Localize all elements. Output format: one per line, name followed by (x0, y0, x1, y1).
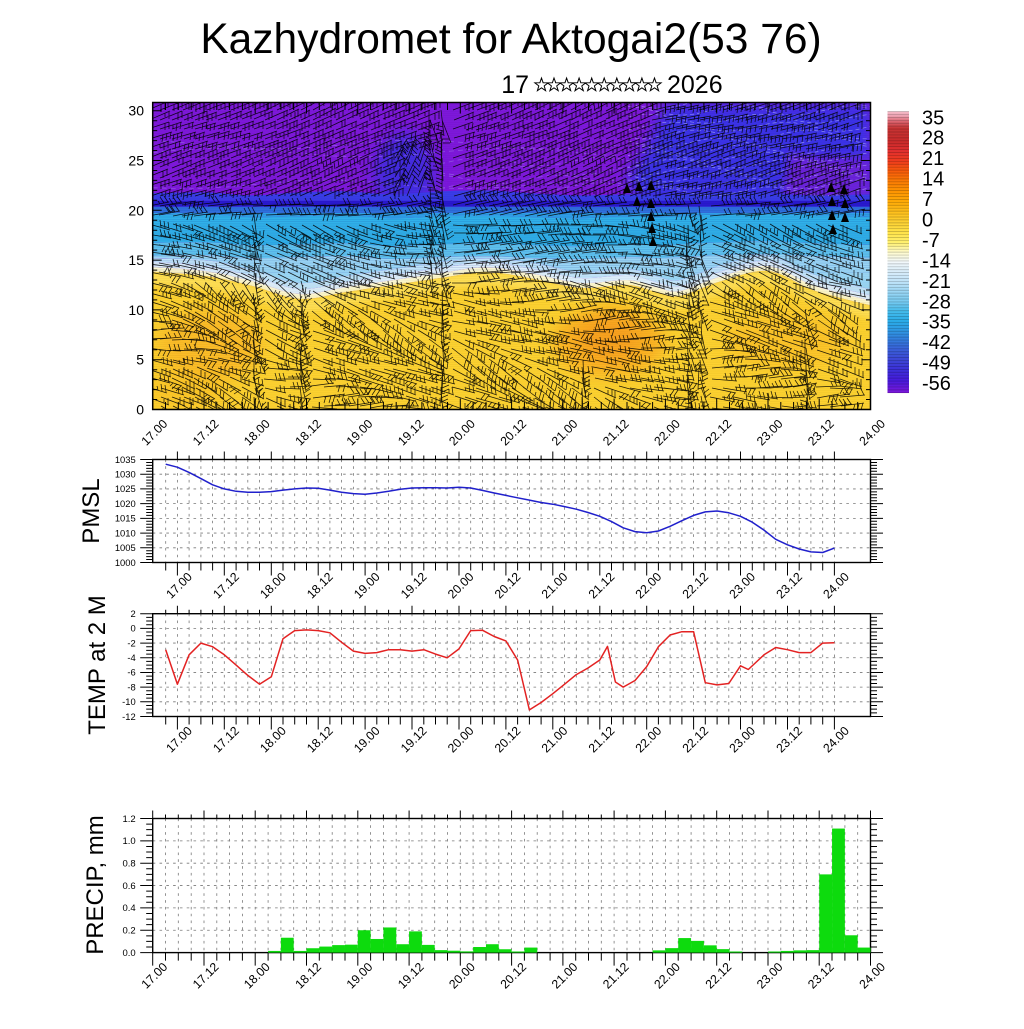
svg-text:1030: 1030 (115, 469, 136, 480)
svg-text:-6: -6 (127, 667, 135, 678)
svg-text:1.2: 1.2 (122, 814, 135, 825)
svg-text:30: 30 (128, 103, 144, 119)
svg-text:-42: -42 (922, 332, 951, 354)
svg-text:5: 5 (136, 352, 144, 368)
svg-text:-21: -21 (922, 271, 951, 293)
svg-text:10: 10 (128, 302, 144, 318)
svg-text:-14: -14 (922, 250, 951, 272)
svg-text:25: 25 (128, 153, 144, 169)
svg-text:1020: 1020 (115, 498, 136, 509)
svg-text:0.8: 0.8 (122, 859, 135, 870)
svg-text:-28: -28 (922, 291, 951, 313)
svg-text:2: 2 (130, 608, 135, 619)
svg-text:-10: -10 (122, 696, 136, 707)
svg-text:1005: 1005 (115, 542, 136, 553)
svg-text:20: 20 (128, 202, 144, 218)
svg-text:14: 14 (922, 169, 944, 191)
svg-text:17: 17 (501, 71, 529, 99)
svg-text:-56: -56 (922, 373, 951, 395)
svg-text:15: 15 (128, 252, 144, 268)
svg-text:-35: -35 (922, 312, 951, 334)
svg-text:PRECIP, mm: PRECIP, mm (82, 815, 109, 955)
svg-text:0.6: 0.6 (122, 881, 135, 892)
svg-text:-49: -49 (922, 353, 951, 375)
svg-text:1010: 1010 (115, 527, 136, 538)
svg-text:-4: -4 (127, 652, 135, 663)
svg-text:-7: -7 (922, 230, 940, 252)
svg-text:1015: 1015 (115, 513, 136, 524)
svg-text:1025: 1025 (115, 483, 136, 494)
svg-text:2026: 2026 (667, 71, 723, 99)
svg-text:21: 21 (922, 148, 944, 170)
svg-text:0: 0 (136, 402, 144, 418)
svg-text:0.4: 0.4 (122, 903, 135, 914)
svg-text:0: 0 (130, 623, 135, 634)
svg-text:-12: -12 (122, 711, 136, 722)
svg-text:-2: -2 (127, 637, 135, 648)
svg-text:Kazhydromet for Aktogai2(53 76: Kazhydromet for Aktogai2(53 76) (200, 16, 821, 63)
svg-text:1000: 1000 (115, 557, 136, 568)
svg-text:0: 0 (922, 210, 933, 232)
svg-text:0.2: 0.2 (122, 926, 135, 937)
svg-text:-8: -8 (127, 681, 135, 692)
svg-text:1.0: 1.0 (122, 836, 135, 847)
svg-text:1035: 1035 (115, 454, 136, 465)
svg-text:28: 28 (922, 128, 944, 150)
svg-text:PMSL: PMSL (78, 478, 105, 543)
svg-text:0.0: 0.0 (122, 948, 135, 959)
svg-text:35: 35 (922, 107, 944, 129)
svg-text:TEMP at 2 M: TEMP at 2 M (84, 595, 111, 735)
svg-text:7: 7 (922, 189, 933, 211)
